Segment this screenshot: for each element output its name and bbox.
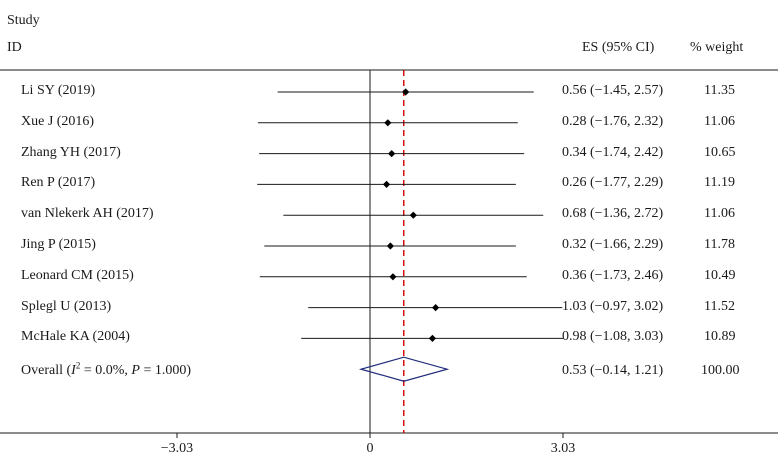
study-name: Xue J (2016) <box>21 113 95 129</box>
study-weight: 11.78 <box>704 237 735 252</box>
overall-weight: 100.00 <box>701 363 740 378</box>
point-estimate-marker <box>432 304 440 312</box>
point-estimate-marker <box>402 88 410 96</box>
study-weight: 11.52 <box>704 298 735 314</box>
study-ci: 0.68 (−1.36, 2.72) <box>562 206 664 222</box>
point-estimate-marker <box>389 273 397 281</box>
study-name: McHale KA (2004) <box>21 329 130 345</box>
study-ci: 0.32 (−1.66, 2.29) <box>562 237 664 252</box>
point-estimate-marker <box>386 242 394 250</box>
study-weight: 10.65 <box>704 144 736 160</box>
study-name: Jing P (2015) <box>21 237 96 252</box>
study-name: Ren P (2017) <box>21 175 96 191</box>
study-weight: 11.19 <box>704 175 735 191</box>
study-weight: 11.06 <box>704 113 735 129</box>
study-weight: 11.06 <box>704 206 735 222</box>
study-weight: 10.89 <box>704 329 736 345</box>
study-ci: 0.26 (−1.77, 2.29) <box>562 175 664 191</box>
point-estimate-marker <box>388 150 396 158</box>
point-estimate-marker <box>382 180 391 188</box>
overall-diamond <box>358 356 450 382</box>
study-name: Splegl U (2013) <box>21 298 112 314</box>
study-ci: 0.98 (−1.08, 3.03) <box>562 329 664 345</box>
point-estimate-marker <box>384 119 392 127</box>
x-axis-tick-label: 0 <box>366 441 374 456</box>
x-axis-tick-label: 3.03 <box>550 441 576 456</box>
study-ci: 0.36 (−1.73, 2.46) <box>562 267 664 283</box>
overall-label: Overall (I2 = 0.0%, P = 1.000) <box>21 360 192 378</box>
study-name: Li SY (2019) <box>21 83 96 98</box>
point-estimate-marker <box>428 334 437 342</box>
study-ci: 0.34 (−1.74, 2.42) <box>562 144 664 160</box>
column-header-study: Study <box>7 13 40 28</box>
study-name: Zhang YH (2017) <box>21 144 121 160</box>
column-header-es: ES (95% CI) <box>582 40 655 55</box>
column-header-id: ID <box>7 40 22 55</box>
study-weight: 11.35 <box>704 83 735 98</box>
study-ci: 0.56 (−1.45, 2.57) <box>562 83 664 98</box>
study-name: Leonard CM (2015) <box>21 267 134 283</box>
study-ci: 0.28 (−1.76, 2.32) <box>562 113 664 129</box>
study-name: van Nlekerk AH (2017) <box>21 206 154 222</box>
x-axis-tick-label: −3.03 <box>160 441 194 456</box>
point-estimate-marker <box>409 211 417 219</box>
study-ci: 1.03 (−0.97, 3.02) <box>562 298 664 314</box>
overall-ci: 0.53 (−0.14, 1.21) <box>562 363 664 378</box>
study-weight: 10.49 <box>704 267 736 283</box>
column-header-weight: % weight <box>690 40 744 55</box>
